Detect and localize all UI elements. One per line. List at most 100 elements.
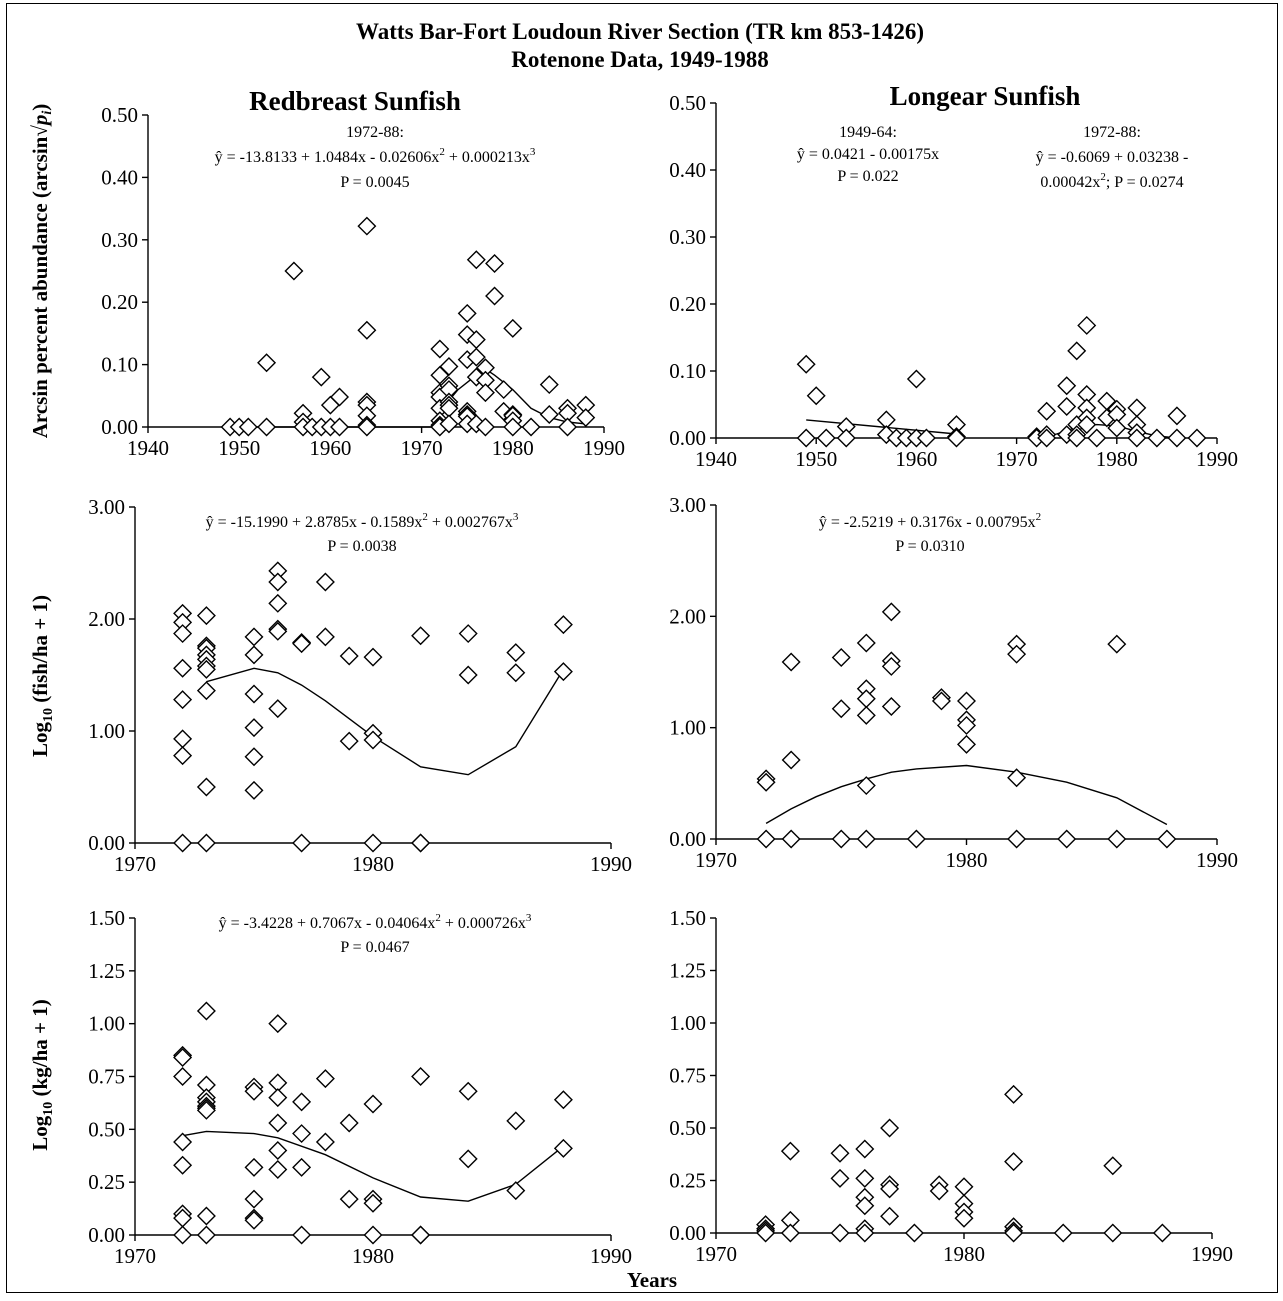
x-tick-label: 1990	[590, 1244, 632, 1268]
data-point	[268, 1014, 288, 1034]
data-point	[173, 658, 193, 678]
y-tick-label: 0.50	[101, 103, 138, 127]
x-tick-label: 1980	[352, 1244, 394, 1268]
y-tick-label: 0.10	[669, 359, 706, 383]
data-point	[173, 833, 193, 853]
y-tick-label: 1.50	[669, 906, 706, 930]
data-point	[196, 1100, 216, 1120]
data-point	[553, 1138, 573, 1158]
data-point	[268, 572, 288, 592]
data-point	[363, 730, 383, 750]
annotation-line: ŷ = -3.4228 + 0.7067x - 0.04064x2 + 0.00…	[219, 912, 532, 932]
data-point	[244, 1081, 264, 1101]
data-point	[506, 643, 526, 663]
data-point	[830, 1223, 850, 1243]
data-point	[292, 1092, 312, 1112]
data-point	[357, 417, 377, 437]
row1-y-label-main: Arcsin percent abundance (arcsin	[28, 136, 52, 438]
annotation-line: P = 0.0467	[340, 939, 409, 956]
row3-y-label-log: Log	[28, 1115, 52, 1151]
data-point	[954, 1208, 974, 1228]
data-point	[946, 428, 966, 448]
data-point	[330, 417, 350, 437]
y-tick-label: 0.50	[88, 1117, 125, 1141]
data-point	[357, 216, 377, 236]
data-point	[1167, 428, 1187, 448]
y-tick-label: 0.00	[669, 1221, 706, 1245]
row2-y-label-sub: 10	[41, 708, 56, 722]
data-point	[881, 602, 901, 622]
data-point	[1037, 401, 1057, 421]
row2-y-label-rest: (fish/ha + 1)	[28, 595, 52, 708]
data-point	[284, 261, 304, 281]
annotation-line: ŷ = -0.6069 + 0.03238 -	[1036, 149, 1189, 166]
regression-annotation: ŷ = -15.1990 + 2.8785x - 0.1589x2 + 0.00…	[206, 511, 519, 555]
data-point	[244, 718, 264, 738]
data-point	[855, 1168, 875, 1188]
y-tick-label: 0.75	[88, 1065, 125, 1089]
x-tick-label: 1970	[996, 447, 1038, 471]
data-point	[292, 833, 312, 853]
y-tick-label: 0.40	[101, 165, 138, 189]
data-point	[855, 1196, 875, 1216]
data-point	[553, 662, 573, 682]
data-point	[780, 1141, 800, 1161]
row3-y-label-sub: 10	[41, 1102, 56, 1116]
row3-y-label-rest: (kg/ha + 1)	[28, 999, 52, 1101]
data-point	[292, 1124, 312, 1144]
data-point	[558, 417, 578, 437]
data-point	[906, 829, 926, 849]
data-point	[806, 386, 826, 406]
data-point	[411, 833, 431, 853]
panel-p5: 0.00 0.25 0.50 0.75 1.00 1.25 1.50 1970 1980 1990…	[88, 906, 632, 1268]
data-point	[576, 408, 596, 428]
y-tick-label: 0.00	[88, 1223, 125, 1247]
data-point	[1007, 768, 1027, 788]
data-point	[1067, 428, 1087, 448]
data-point	[1053, 1223, 1073, 1243]
data-point	[1007, 829, 1027, 849]
annotation-line: P = 0.0038	[327, 538, 396, 555]
data-point	[1103, 1156, 1123, 1176]
data-point	[1057, 397, 1077, 416]
data-point	[954, 1177, 974, 1197]
panel-p4: 0.00 1.00 2.00 3.00 1970 1980 1990 ŷ = -2.5219 …	[669, 493, 1238, 872]
data-point	[196, 659, 216, 679]
data-point	[292, 1157, 312, 1177]
data-point	[781, 652, 801, 672]
data-point	[856, 633, 876, 653]
data-point	[1004, 1152, 1024, 1172]
data-point	[466, 347, 486, 367]
data-point	[363, 647, 383, 667]
data-point	[756, 1223, 776, 1243]
data-point	[173, 1155, 193, 1175]
data-point	[1152, 1223, 1172, 1243]
data-point	[1004, 1084, 1024, 1104]
data-point	[506, 663, 526, 683]
row1-y-label-p: p	[28, 115, 52, 128]
data-point	[330, 387, 350, 407]
y-tick-label: 3.00	[88, 495, 125, 519]
data-point	[268, 621, 288, 641]
data-point	[957, 691, 976, 711]
data-point	[196, 777, 216, 797]
data-point	[856, 689, 876, 709]
data-point	[173, 1067, 193, 1086]
data-point	[856, 776, 876, 796]
y-tick-label: 1.00	[669, 716, 706, 740]
fit-line-fit	[765, 764, 1168, 826]
annotation-line: ŷ = 0.0421 - 0.00175x	[797, 146, 939, 163]
row1-y-label-sub: i	[40, 111, 55, 115]
x-tick-label: 1980	[1096, 447, 1138, 471]
data-point	[1107, 634, 1127, 654]
y-tick-label: 0.20	[669, 292, 706, 316]
data-point	[906, 369, 926, 389]
data-point	[539, 405, 559, 425]
data-point	[411, 1067, 431, 1086]
data-point	[363, 1094, 383, 1114]
data-point	[257, 417, 277, 437]
data-point	[856, 705, 876, 725]
annotation-line: ŷ = -13.8133 + 1.0484x - 0.02606x2 + 0.0…	[215, 146, 536, 166]
panel-p1: 0.00 0.10 0.20 0.30 0.40 0.50 1940 1950 1960 1970…	[101, 86, 625, 460]
data-point	[315, 1069, 335, 1089]
